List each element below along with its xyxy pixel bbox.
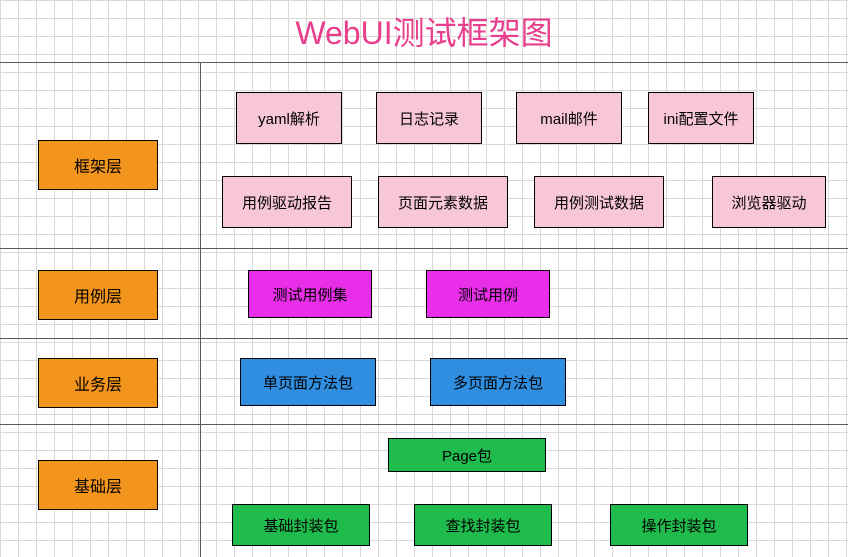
base-box: 操作封装包 [610,504,748,546]
base-box: Page包 [388,438,546,472]
layer-label-box: 基础层 [38,460,158,510]
biz-box: 单页面方法包 [240,358,376,406]
layer-label-box: 业务层 [38,358,158,408]
framework-box: 页面元素数据 [378,176,508,228]
diagram-title: WebUI测试框架图 [0,8,848,54]
vertical-separator [200,62,201,557]
framework-box: 用例测试数据 [534,176,664,228]
biz-box: 多页面方法包 [430,358,566,406]
framework-box: mail邮件 [516,92,622,144]
framework-box: 用例驱动报告 [222,176,352,228]
framework-box: 浏览器驱动 [712,176,826,228]
framework-box: yaml解析 [236,92,342,144]
horizontal-separator [0,248,848,249]
case-box: 测试用例集 [248,270,372,318]
layer-label-box: 用例层 [38,270,158,320]
layer-label-box: 框架层 [38,140,158,190]
base-box: 基础封装包 [232,504,370,546]
horizontal-separator [0,424,848,425]
framework-box: ini配置文件 [648,92,754,144]
case-box: 测试用例 [426,270,550,318]
horizontal-separator [0,338,848,339]
horizontal-separator [0,62,848,63]
base-box: 查找封装包 [414,504,552,546]
framework-box: 日志记录 [376,92,482,144]
